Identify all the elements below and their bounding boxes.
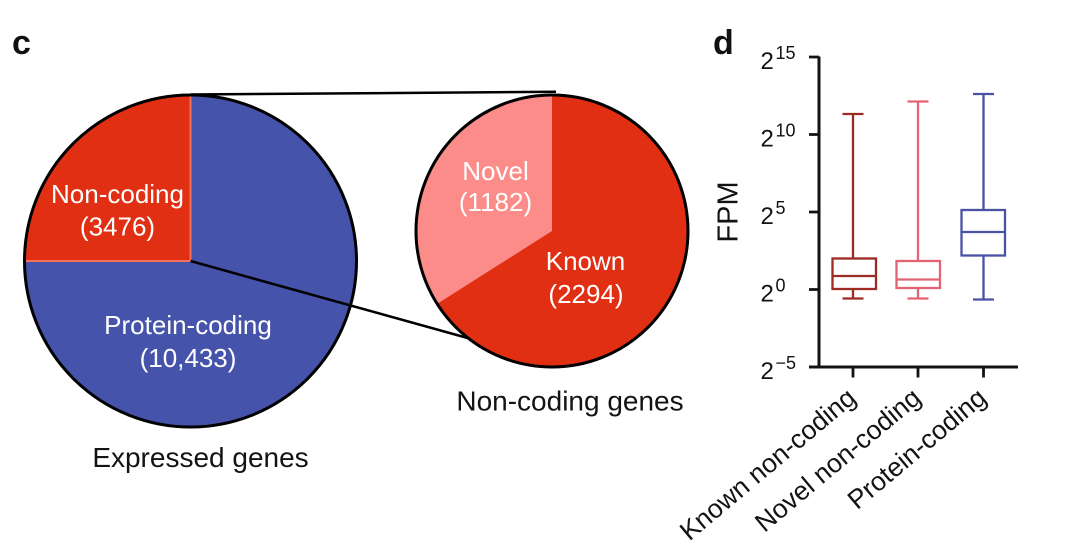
- svg-text:Non-coding: Non-coding: [51, 179, 184, 209]
- svg-text:2: 2: [761, 48, 774, 75]
- svg-text:Known: Known: [546, 246, 626, 276]
- svg-text:2: 2: [761, 281, 774, 308]
- svg-text:FPM: FPM: [713, 181, 745, 242]
- svg-text:(2294): (2294): [548, 279, 623, 309]
- svg-text:Expressed genes: Expressed genes: [92, 442, 308, 473]
- svg-text:(10,433): (10,433): [140, 343, 237, 373]
- svg-text:−5: −5: [776, 353, 797, 373]
- svg-text:2: 2: [761, 203, 774, 230]
- svg-text:0: 0: [776, 276, 786, 296]
- svg-text:10: 10: [776, 121, 796, 141]
- svg-text:Non-coding genes: Non-coding genes: [456, 386, 683, 417]
- svg-text:15: 15: [776, 43, 796, 63]
- svg-text:(3476): (3476): [80, 212, 155, 242]
- svg-text:2: 2: [761, 358, 774, 385]
- svg-text:c: c: [12, 24, 31, 62]
- svg-text:Novel: Novel: [462, 156, 528, 186]
- svg-text:5: 5: [776, 198, 786, 218]
- svg-text:2: 2: [761, 126, 774, 153]
- svg-text:(1182): (1182): [459, 187, 532, 217]
- svg-text:d: d: [713, 24, 734, 62]
- svg-text:Protein-coding: Protein-coding: [104, 310, 272, 340]
